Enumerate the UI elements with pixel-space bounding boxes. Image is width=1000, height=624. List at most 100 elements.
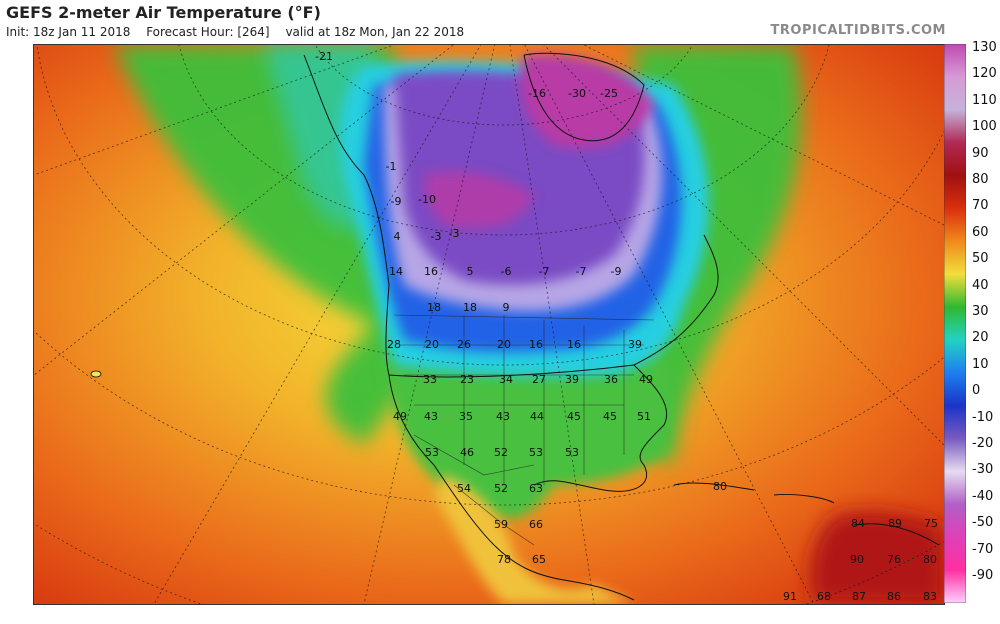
temperature-value-label: 39 [628,338,642,351]
hawaii-island [90,370,102,378]
temperature-value-label: 89 [888,517,902,530]
lat-lon-grid [34,45,944,604]
temperature-value-label: -3 [431,230,442,243]
mexico-warm [434,475,634,604]
colorbar-tick-label: 80 [972,172,989,187]
temperature-value-label: 63 [529,482,543,495]
colorbar-tick-label: 130 [972,40,997,55]
temperature-value-label: 45 [567,410,581,423]
temperature-value-label: 80 [713,480,727,493]
temperature-value-label: 5 [467,265,474,278]
temperature-value-label: 16 [567,338,581,351]
colorbar-tick-label: -30 [972,462,994,478]
temperature-value-label: 16 [424,265,438,278]
temperature-value-label: 59 [494,518,508,531]
temperature-map: -21 -16 -30 -25 -1 -9 -10 -3 4 -3 14 16 5 -6 -7 -7 -9 18 1… [33,44,945,605]
colorbar-tick-label: 30 [972,304,989,319]
temperature-value-label: 45 [603,410,617,423]
temperature-value-label: 76 [887,553,901,566]
temperature-value-label: -7 [539,265,550,278]
colorbar-tick-label: 10 [972,356,989,372]
colorbar-tick-label: 50 [972,251,989,267]
coastlines [303,52,940,601]
temperature-value-label: 9 [503,301,510,314]
temperature-value-label: 20 [497,338,511,351]
temperature-value-label: 91 [783,590,797,603]
temperature-value-label: 65 [532,553,546,566]
temperature-value-label: 90 [850,553,864,566]
temperature-value-label: -30 [568,87,586,100]
temperature-value-label: 49 [393,410,407,423]
map-title: GEFS 2-meter Air Temperature (°F) [6,3,321,22]
temperature-value-label: -1 [386,160,397,173]
us-south-green [379,335,674,519]
temperature-value-label: 66 [529,518,543,531]
temperature-value-label: 18 [427,301,441,314]
temperature-value-label: 80 [923,553,937,566]
temperature-value-label: 35 [459,410,473,423]
temperature-value-label: 46 [460,446,474,459]
canada-magenta [423,171,534,229]
temperature-value-label: -21 [315,50,333,63]
temperature-value-label: 52 [494,446,508,459]
colorbar-canvas [944,44,966,603]
temperature-value-label: -10 [418,193,436,206]
map-subtitle: Init: 18z Jan 11 2018 Forecast Hour: [26… [6,25,476,39]
colorbar-tick-label: 60 [972,224,989,240]
south-america-hot [810,510,944,604]
temperature-value-label: -7 [576,265,587,278]
colorbar-tick-label: 20 [972,330,989,346]
temperature-value-label: -3 [449,227,460,240]
temperature-value-label: 28 [387,338,401,351]
colorbar-tick-label: -70 [972,541,994,557]
temperature-value-label: 36 [604,373,618,386]
colorbar-tick-label: -10 [972,409,994,425]
temperature-value-label: 14 [389,265,403,278]
colorbar-fill [944,44,966,603]
temperature-value-label: 86 [887,590,901,603]
temperature-value-label: -25 [600,87,618,100]
valid-time: valid at 18z Mon, Jan 22 2018 [285,25,465,39]
colorbar-tick-label: -40 [972,488,994,504]
init-time: Init: 18z Jan 11 2018 [6,25,131,39]
temperature-value-label: 83 [923,590,937,603]
temperature-value-label: 87 [852,590,866,603]
temperature-value-label: 16 [529,338,543,351]
colorbar-tick-label: -90 [972,568,994,583]
colorbar-tick-label: 70 [972,198,989,214]
temperature-value-label: 27 [532,373,546,386]
temperature-value-label: 43 [496,410,510,423]
political-boundaries [393,314,655,546]
colorbar-tick-label: 100 [972,119,997,135]
temperature-value-label: 68 [817,590,831,603]
temperature-value-label: 34 [499,373,513,386]
temperature-value-label: 20 [425,338,439,351]
map-canvas: -21 -16 -30 -25 -1 -9 -10 -3 4 -3 14 16 5 -6 -7 -7 -9 18 1… [34,45,944,604]
temperature-value-label: 53 [425,446,439,459]
greenland-magenta [520,54,654,149]
temperature-value-label: 52 [494,482,508,495]
temperature-value-label: 39 [565,373,579,386]
colorbar-tick-label: 0 [972,383,981,399]
temperature-labels: -21 -16 -30 -25 -1 -9 -10 -3 4 -3 14 16 5 -6 -7 -7 -9 18 1… [315,50,938,603]
temperature-value-label: -16 [528,87,546,100]
temperature-value-label: 44 [530,410,544,423]
temperature-value-label: 54 [457,482,471,495]
temperature-value-label: 84 [851,517,865,530]
temperature-value-label: 49 [639,373,653,386]
temperature-value-label: 4 [394,230,401,243]
temperature-value-label: 18 [463,301,477,314]
temperature-value-label: 43 [424,410,438,423]
temperature-value-label: 26 [457,338,471,351]
temperature-value-label: 78 [497,553,511,566]
temperature-value-label: 53 [529,446,543,459]
temperature-value-label: -6 [501,265,512,278]
colorbar-tick-label: -50 [972,515,994,531]
temperature-value-label: 33 [423,373,437,386]
colorbar-tick-label: 120 [972,66,997,82]
temperature-value-label: -9 [611,265,622,278]
temperature-value-label: 51 [637,410,651,423]
temperature-value-label: 23 [460,373,474,386]
temperature-value-label: 75 [924,517,938,530]
brand-watermark: TROPICALTIDBITS.COM [770,23,946,38]
